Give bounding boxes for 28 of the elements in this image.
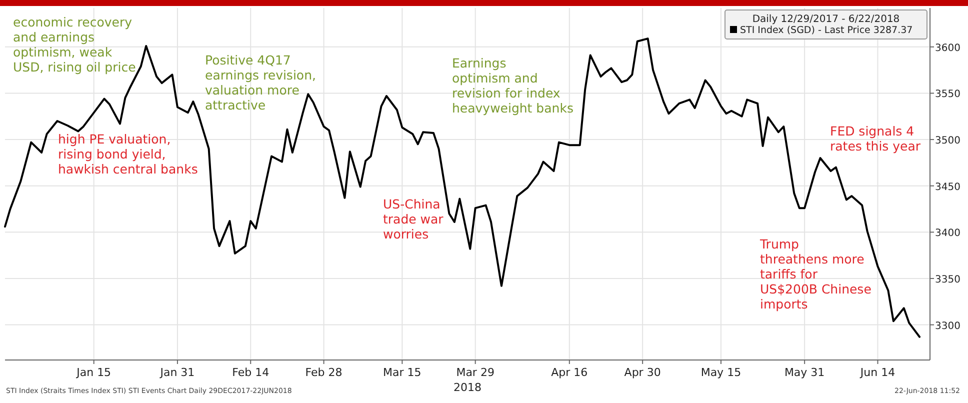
x-tick-label: Jun 14 <box>859 366 896 379</box>
x-tick-label: Jan 31 <box>159 366 195 379</box>
x-axis-title: 2018 <box>454 381 482 394</box>
y-tick-label: 3450 <box>935 182 960 193</box>
x-tick-label: Apr 16 <box>551 366 588 379</box>
annotation: economic recovery and earnings optimism, weak USD, rising oil price <box>13 14 136 74</box>
x-tick-label: Feb 14 <box>232 366 270 379</box>
annotation: Trump threathens more tariffs for US$200B Chinese imports <box>759 236 872 312</box>
y-tick-label: 3500 <box>935 136 960 147</box>
annotation: Earnings optimism and revision for index heavyweight banks <box>452 56 574 116</box>
y-tick-label: 3400 <box>935 228 960 240</box>
y-tick-label: 3300 <box>935 320 960 332</box>
y-tick-label: 3350 <box>935 274 960 286</box>
x-tick-label: Jan 15 <box>76 366 112 379</box>
x-tick-label: May 15 <box>700 366 742 379</box>
annotation: Positive 4Q17 earnings revision, valuation more attractive <box>205 52 316 112</box>
y-tick-label: 3550 <box>935 89 960 100</box>
y-tick-label: 3600 <box>935 42 960 54</box>
legend-label: STI Index (SGD) - Last Price 3287.37 <box>740 25 913 36</box>
annotation: FED signals 4 rates this year <box>830 124 922 154</box>
x-tick-label: May 31 <box>784 366 825 379</box>
annotation: US-China trade war worries <box>383 196 444 242</box>
legend-title: Daily 12/29/2017 - 6/22/2018 <box>752 14 900 25</box>
x-tick-label: Apr 30 <box>624 366 661 379</box>
annotation: high PE valuation, rising bond yield, hawkish central banks <box>58 132 198 176</box>
x-tick-label: Feb 28 <box>305 366 342 379</box>
x-tick-label: Mar 29 <box>456 366 494 379</box>
x-tick-label: Mar 15 <box>383 366 422 379</box>
